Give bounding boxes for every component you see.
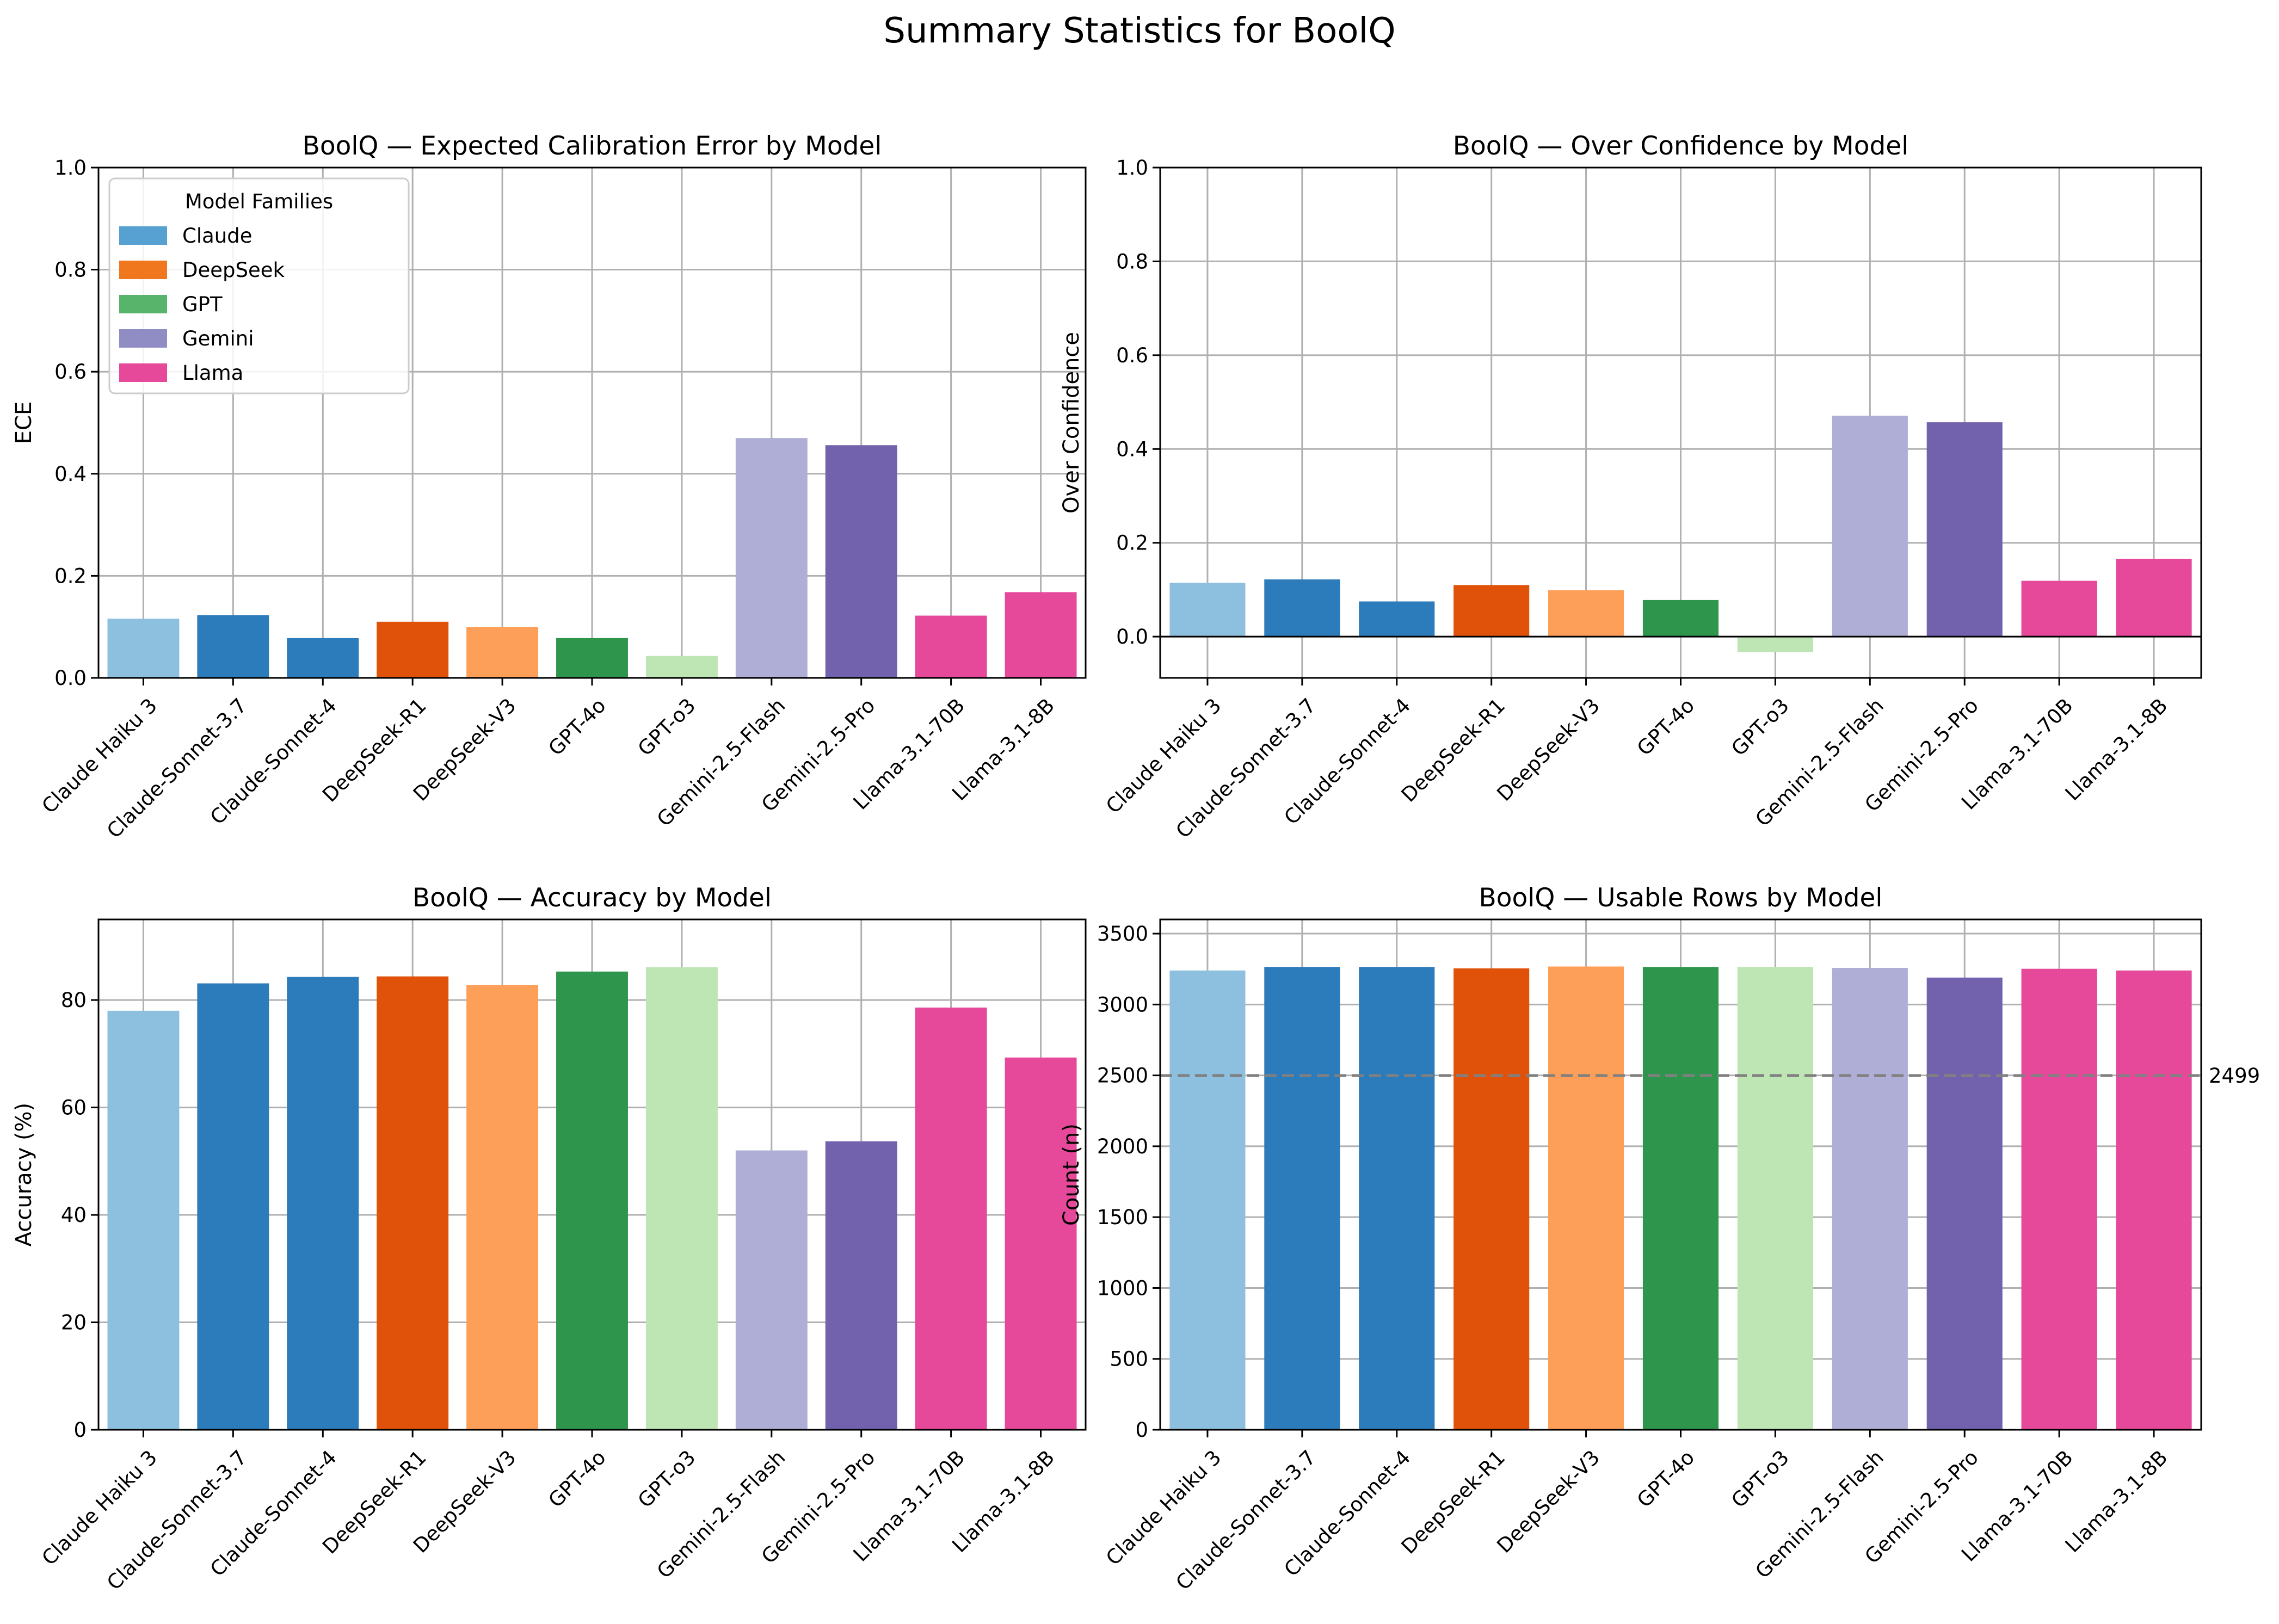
chart-title: BoolQ — Accuracy by Model (412, 883, 772, 913)
bar-gpt-4o (556, 638, 628, 678)
bar-gpt-o3 (645, 656, 718, 678)
bar-gpt-4o (1642, 600, 1719, 637)
bar-deepseek-v3 (1548, 966, 1624, 1430)
y-tick-label: 500 (1110, 1348, 1148, 1371)
y-tick-label: 20 (61, 1311, 87, 1335)
bar-gemini-2-5-pro (1926, 422, 2003, 637)
chart-title: BoolQ — Expected Calibration Error by Mo… (303, 131, 882, 161)
chart-title: BoolQ — Usable Rows by Model (1479, 883, 1883, 913)
legend-swatch (119, 261, 167, 279)
bar-claude-sonnet-3-7 (197, 615, 269, 678)
y-tick-label: 0.2 (1116, 532, 1148, 555)
bar-claude-sonnet-3-7 (1264, 967, 1340, 1430)
legend-label: Gemini (182, 327, 254, 350)
y-tick-label: 2000 (1097, 1135, 1148, 1158)
chart-title: BoolQ — Over Confidence by Model (1453, 131, 1909, 161)
legend-title: Model Families (185, 190, 333, 213)
y-tick-label: 0.8 (54, 258, 87, 282)
bar-llama-3-1-8b (1005, 592, 1077, 678)
legend-label: Claude (182, 224, 252, 248)
legend-swatch (119, 295, 167, 313)
bar-llama-3-1-70b (2021, 581, 2097, 637)
y-tick-label: 0 (73, 1418, 87, 1442)
y-tick-label: 2500 (1097, 1064, 1148, 1088)
legend: Model Families Claude DeepSeek GPT Gemini Lla… (108, 177, 410, 394)
legend-label: GPT (182, 293, 223, 316)
y-tick-label: 0.0 (1116, 625, 1148, 649)
bar-claude-haiku-3 (107, 619, 180, 678)
bar-gpt-4o (556, 971, 628, 1430)
bar-claude-haiku-3 (1169, 970, 1246, 1430)
bar-deepseek-r1 (377, 976, 449, 1430)
bar-claude-haiku-3 (107, 1010, 180, 1430)
bar-gpt-o3 (1737, 637, 1813, 652)
y-tick-label: 0 (1135, 1418, 1148, 1442)
legend-swatch (119, 226, 167, 245)
y-tick-label: 0.0 (54, 666, 87, 690)
legend-label: Llama (182, 361, 243, 385)
bar-gpt-o3 (645, 967, 718, 1430)
bar-gemini-2-5-flash (1832, 416, 1908, 637)
y-tick-label: 0.4 (1116, 437, 1148, 461)
bar-deepseek-v3 (466, 985, 539, 1430)
y-axis-label: Over Confidence (1059, 332, 1084, 514)
legend-label: DeepSeek (182, 258, 285, 282)
legend-box (108, 177, 410, 394)
reference-line-label: 2499 (2209, 1064, 2260, 1088)
y-tick-label: 80 (61, 989, 87, 1012)
bar-deepseek-r1 (377, 621, 449, 678)
y-tick-label: 0.6 (54, 360, 87, 384)
y-tick-label: 3000 (1097, 993, 1148, 1016)
bar-gemini-2-5-pro (1926, 977, 2003, 1430)
bar-gpt-o3 (1737, 967, 1813, 1430)
y-tick-label: 0.8 (1116, 250, 1148, 273)
y-tick-label: 3500 (1097, 922, 1148, 946)
y-tick-label: 1500 (1097, 1206, 1148, 1229)
bar-claude-sonnet-3-7 (197, 983, 269, 1430)
y-axis-label: Count (n) (1059, 1123, 1084, 1226)
y-tick-label: 1.0 (54, 156, 87, 180)
y-tick-label: 0.4 (54, 462, 87, 486)
bar-llama-3-1-8b (2116, 970, 2192, 1430)
y-tick-label: 1.0 (1116, 156, 1148, 180)
bar-gemini-2-5-flash (735, 1150, 808, 1430)
bar-claude-sonnet-4 (1359, 967, 1435, 1430)
bar-deepseek-r1 (1453, 585, 1530, 637)
bar-deepseek-r1 (1453, 968, 1530, 1430)
bar-llama-3-1-70b (915, 1007, 987, 1430)
legend-swatch (119, 329, 167, 348)
bar-gpt-4o (1642, 967, 1719, 1430)
bar-llama-3-1-8b (1005, 1057, 1077, 1430)
y-axis-label: ECE (11, 402, 36, 444)
bar-gemini-2-5-flash (735, 438, 808, 678)
bar-deepseek-v3 (1548, 590, 1624, 637)
y-tick-label: 40 (61, 1203, 87, 1227)
y-tick-label: 1000 (1097, 1276, 1148, 1300)
bar-claude-sonnet-4 (1359, 601, 1435, 637)
bar-deepseek-v3 (466, 627, 539, 678)
bar-claude-haiku-3 (1169, 582, 1246, 637)
bar-llama-3-1-8b (2116, 559, 2192, 637)
bar-claude-sonnet-3-7 (1264, 579, 1340, 637)
y-tick-label: 0.2 (54, 564, 87, 588)
y-tick-label: 0.6 (1116, 344, 1148, 367)
figure-title: Summary Statistics for BoolQ (883, 11, 1395, 51)
bar-claude-sonnet-4 (287, 977, 359, 1430)
bar-llama-3-1-70b (2021, 968, 2097, 1430)
legend-swatch (119, 363, 167, 382)
bar-gemini-2-5-pro (825, 1141, 897, 1430)
bar-gemini-2-5-flash (1832, 968, 1908, 1430)
y-tick-label: 60 (61, 1096, 87, 1120)
y-axis-label: Accuracy (%) (11, 1103, 36, 1247)
bar-gemini-2-5-pro (825, 445, 897, 678)
bar-llama-3-1-70b (915, 615, 987, 678)
bar-claude-sonnet-4 (287, 638, 359, 678)
